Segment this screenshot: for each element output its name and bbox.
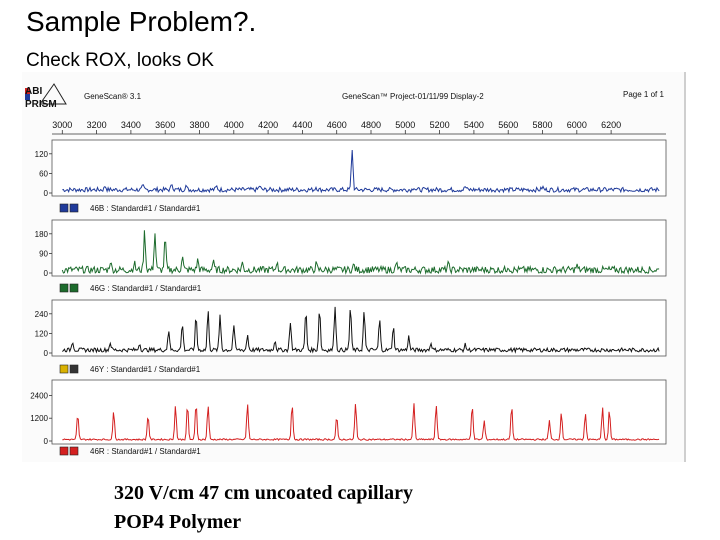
- slide-title: Sample Problem?.: [26, 6, 257, 37]
- y-tick-label: 240: [35, 310, 49, 319]
- y-tick-label: 180: [35, 230, 49, 239]
- x-tick-label: 4200: [258, 120, 278, 130]
- y-tick-label: 0: [44, 189, 49, 198]
- y-tick-label: 120: [35, 150, 49, 159]
- dye-swatch: [59, 283, 69, 293]
- panel-label: 46R : Standard#1 / Standard#1: [90, 447, 201, 456]
- x-tick-label: 3200: [87, 120, 107, 130]
- caption-run-conditions: 320 V/cm 47 cm uncoated capillary: [114, 482, 414, 504]
- dye-swatch: [69, 364, 79, 374]
- x-tick-label: 6000: [567, 120, 587, 130]
- trace-line: [61, 306, 660, 354]
- panel-4: 2400 1200 0 46R : Standard#1 / Standard#1: [30, 379, 667, 456]
- x-tick-label: 3800: [189, 120, 209, 130]
- panel-frame: [51, 379, 667, 445]
- x-tick-label: 3400: [121, 120, 141, 130]
- printout-edge: [684, 72, 686, 462]
- y-tick-label: 2400: [30, 391, 48, 400]
- logo-spectrum-blue: [25, 94, 30, 100]
- dye-swatch: [59, 364, 69, 374]
- dye-swatch: [69, 203, 79, 213]
- logo-prism-shape: [39, 83, 67, 105]
- y-tick-label: 0: [44, 349, 49, 358]
- x-tick-label: 5400: [464, 120, 484, 130]
- dye-swatch: [69, 446, 79, 456]
- app-name: GeneScan® 3.1: [84, 92, 142, 101]
- panel-label: 46Y : Standard#1 / Standard#1: [90, 365, 201, 374]
- slide-subtitle: Check ROX, looks OK: [26, 50, 214, 71]
- panel-frame: [51, 299, 667, 357]
- logo-spectrum-red: [25, 88, 30, 94]
- x-tick-label: 4800: [361, 120, 381, 130]
- x-tick-label: 5600: [498, 120, 518, 130]
- x-tick-label: 3000: [52, 120, 72, 130]
- dye-swatch: [59, 203, 69, 213]
- trace-line: [62, 403, 660, 442]
- trace-line: [62, 149, 660, 194]
- trace-line: [61, 230, 660, 275]
- panel-1: 120 60 0 46B : Standard#1 / Standard#1: [35, 139, 667, 213]
- x-tick-label: 3600: [155, 120, 175, 130]
- x-tick-label: 4000: [224, 120, 244, 130]
- y-tick-label: 60: [39, 169, 48, 178]
- panels: 120 60 0 46B : Standard#1 / Standard#1 180 90…: [30, 139, 667, 456]
- caption-polymer: POP4 Polymer: [114, 511, 242, 533]
- x-tick-label: 5000: [395, 120, 415, 130]
- y-tick-label: 0: [44, 437, 49, 446]
- project-name: GeneScan™ Project-01/11/99 Display-2: [342, 92, 484, 101]
- dye-swatch: [69, 283, 79, 293]
- y-tick-label: 120: [35, 329, 49, 338]
- dye-swatch: [59, 446, 69, 456]
- x-tick-label: 6200: [601, 120, 621, 130]
- x-tick-label: 5200: [430, 120, 450, 130]
- y-tick-label: 1200: [30, 414, 48, 423]
- x-tick-label: 4600: [327, 120, 347, 130]
- logo-text-prism: PRISM: [25, 99, 57, 110]
- page-indicator: Page 1 of 1: [623, 90, 664, 99]
- x-axis: 3000 3200 3400 3600 3800 4000 4200 4400 4600 4800…: [52, 120, 666, 135]
- panel-3: 240 120 0 46Y : Standard#1 / Standard#1: [35, 299, 667, 374]
- electropherogram-chart: ABI PRISM GeneScan® 3.1 GeneScan™ Projec…: [25, 83, 667, 456]
- x-tick-label: 4400: [292, 120, 312, 130]
- x-tick-label: 5800: [532, 120, 552, 130]
- panel-label: 46B : Standard#1 / Standard#1: [90, 204, 201, 213]
- genescan-printout: ABI PRISM GeneScan® 3.1 GeneScan™ Projec…: [22, 72, 686, 462]
- y-tick-label: 0: [44, 269, 49, 278]
- panel-2: 180 90 0 46G : Standard#1 / Standard#1: [35, 219, 667, 293]
- y-tick-label: 90: [39, 249, 48, 258]
- abi-prism-logo: ABI PRISM: [25, 83, 67, 110]
- logo-text-abi: ABI: [25, 86, 42, 97]
- panel-frame: [51, 139, 667, 197]
- panel-label: 46G : Standard#1 / Standard#1: [90, 284, 202, 293]
